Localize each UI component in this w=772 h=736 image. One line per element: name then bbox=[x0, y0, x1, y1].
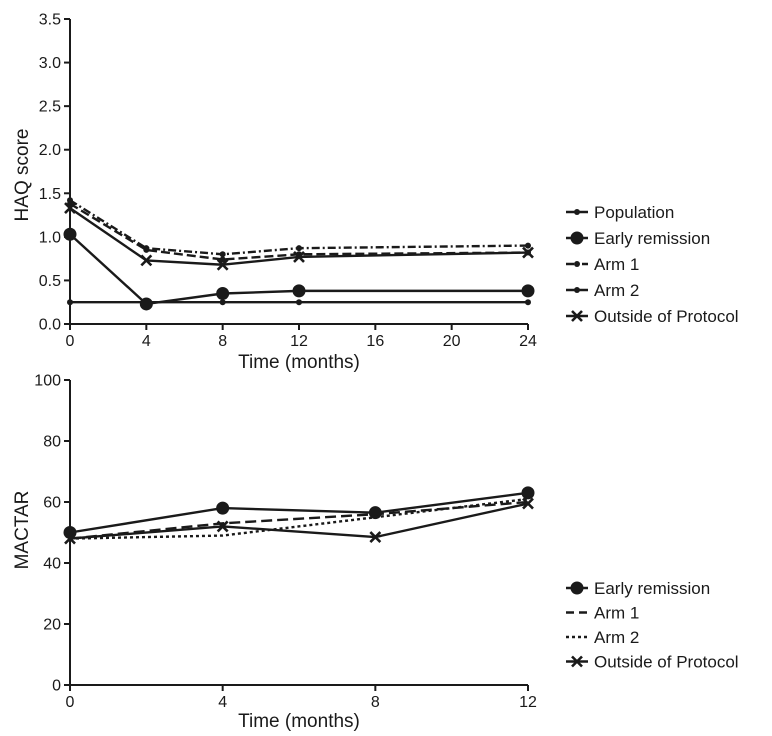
y-tick-label-1: 100 bbox=[34, 373, 61, 390]
legend-bottom: Early remission Arm 1 Arm 2 Outside of Prot… bbox=[566, 579, 739, 672]
data-point-early-remission bbox=[521, 284, 535, 298]
x-tick-label-0: 20 bbox=[443, 333, 461, 350]
y-tick-label-0: 2.0 bbox=[39, 142, 61, 159]
y-tick-label-1: 80 bbox=[43, 434, 61, 451]
x-tick-label-1: 12 bbox=[519, 694, 537, 711]
y-tick-label-0: 2.5 bbox=[39, 99, 61, 116]
data-point-outside-of-protocol bbox=[369, 531, 382, 543]
y-tick-label-0: 3.5 bbox=[39, 12, 61, 29]
data-point-early-remission bbox=[139, 297, 153, 311]
legend-label-arm-2: Arm 2 bbox=[594, 281, 639, 300]
legend-marker-arm-2 bbox=[574, 287, 580, 293]
legend-label-outside-of-protocol: Outside of Protocol bbox=[594, 307, 739, 326]
legend-label-arm-1: Arm 1 bbox=[594, 255, 639, 274]
series-line-early-remission bbox=[69, 491, 529, 534]
data-point-outside-of-protocol bbox=[522, 497, 534, 510]
y-tick-label-0: 1.0 bbox=[39, 229, 61, 246]
x-tick-label-0: 24 bbox=[519, 333, 537, 350]
y-tick-label-1: 60 bbox=[43, 495, 61, 512]
y-tick-label-1: 0 bbox=[52, 678, 61, 695]
y-tick-label-0: 0.5 bbox=[39, 273, 61, 290]
x-tick-label-1: 0 bbox=[66, 694, 75, 711]
data-point-outside-of-protocol bbox=[293, 250, 305, 263]
x-axis-label-bottom: Time (months) bbox=[238, 711, 360, 732]
legend-marker-early-remission bbox=[570, 581, 584, 595]
x-tick-label-0: 12 bbox=[290, 333, 308, 350]
series-line-arm-1 bbox=[69, 500, 529, 540]
data-point-population bbox=[296, 299, 302, 306]
y-tick-label-0: 3.0 bbox=[39, 55, 61, 72]
legend-marker-early-remission bbox=[570, 231, 584, 245]
data-point-arm-1 bbox=[296, 245, 302, 252]
legend-label-early-remission: Early remission bbox=[594, 579, 710, 598]
legend-label-arm-1: Arm 1 bbox=[594, 604, 639, 623]
legend-marker-population bbox=[574, 209, 580, 215]
series-line-outside-of-protocol bbox=[69, 502, 529, 540]
legend-marker-arm-1 bbox=[574, 261, 580, 267]
legend-label-population: Population bbox=[594, 203, 674, 222]
x-axis-label-top: Time (months) bbox=[238, 352, 360, 373]
y-tick-label-0: 1.5 bbox=[39, 186, 61, 203]
data-point-early-remission bbox=[521, 486, 535, 500]
data-point-arm-2 bbox=[143, 246, 150, 253]
y-tick-label-1: 40 bbox=[43, 556, 61, 573]
y-tick-label-0: 0.0 bbox=[39, 317, 61, 334]
data-point-outside-of-protocol bbox=[140, 254, 153, 267]
x-tick-label-0: 4 bbox=[142, 333, 151, 350]
data-point-population bbox=[219, 299, 226, 306]
x-tick-label-0: 8 bbox=[218, 333, 227, 350]
legend-label-early-remission: Early remission bbox=[594, 229, 710, 248]
series-line-arm-2 bbox=[69, 202, 529, 261]
data-point-early-remission bbox=[368, 506, 382, 520]
legend-top: Population Early remission Arm 1 Arm 2 Outsi… bbox=[566, 203, 739, 326]
y-tick-label-1: 20 bbox=[43, 617, 61, 634]
series-line-arm-2 bbox=[69, 497, 529, 540]
legend-label-outside-of-protocol: Outside of Protocol bbox=[594, 653, 739, 672]
x-tick-label-1: 8 bbox=[371, 694, 380, 711]
data-point-early-remission bbox=[292, 284, 306, 298]
data-point-early-remission bbox=[216, 287, 230, 300]
x-tick-label-0: 0 bbox=[66, 333, 75, 350]
x-tick-label-1: 4 bbox=[218, 694, 227, 711]
mactar-chart: 0 20 40 60 80 100 0 4 8 12 MACTAR Time (months) E… bbox=[12, 373, 739, 733]
data-point-arm-1 bbox=[219, 251, 226, 258]
data-point-outside-of-protocol bbox=[522, 246, 534, 259]
data-point-outside-of-protocol bbox=[216, 258, 229, 271]
x-tick-label-0: 16 bbox=[366, 333, 384, 350]
y-axis-label-haq: HAQ score bbox=[12, 129, 33, 222]
legend-marker-outside-of-protocol bbox=[571, 310, 583, 322]
data-point-arm-2 bbox=[219, 256, 226, 263]
legend-label-arm-2: Arm 2 bbox=[594, 628, 639, 647]
haq-chart: 0.0 0.5 1.0 1.5 2.0 2.5 3.0 3.5 0 4 8 12 16 20 24 HAQ … bbox=[12, 12, 739, 374]
data-point-population bbox=[525, 299, 531, 306]
data-point-early-remission bbox=[216, 501, 230, 515]
y-axis-label-mactar: MACTAR bbox=[12, 491, 33, 570]
legend-marker-outside-of-protocol bbox=[571, 655, 583, 668]
data-point-outside-of-protocol bbox=[216, 520, 229, 533]
data-point-arm-1 bbox=[525, 242, 531, 249]
